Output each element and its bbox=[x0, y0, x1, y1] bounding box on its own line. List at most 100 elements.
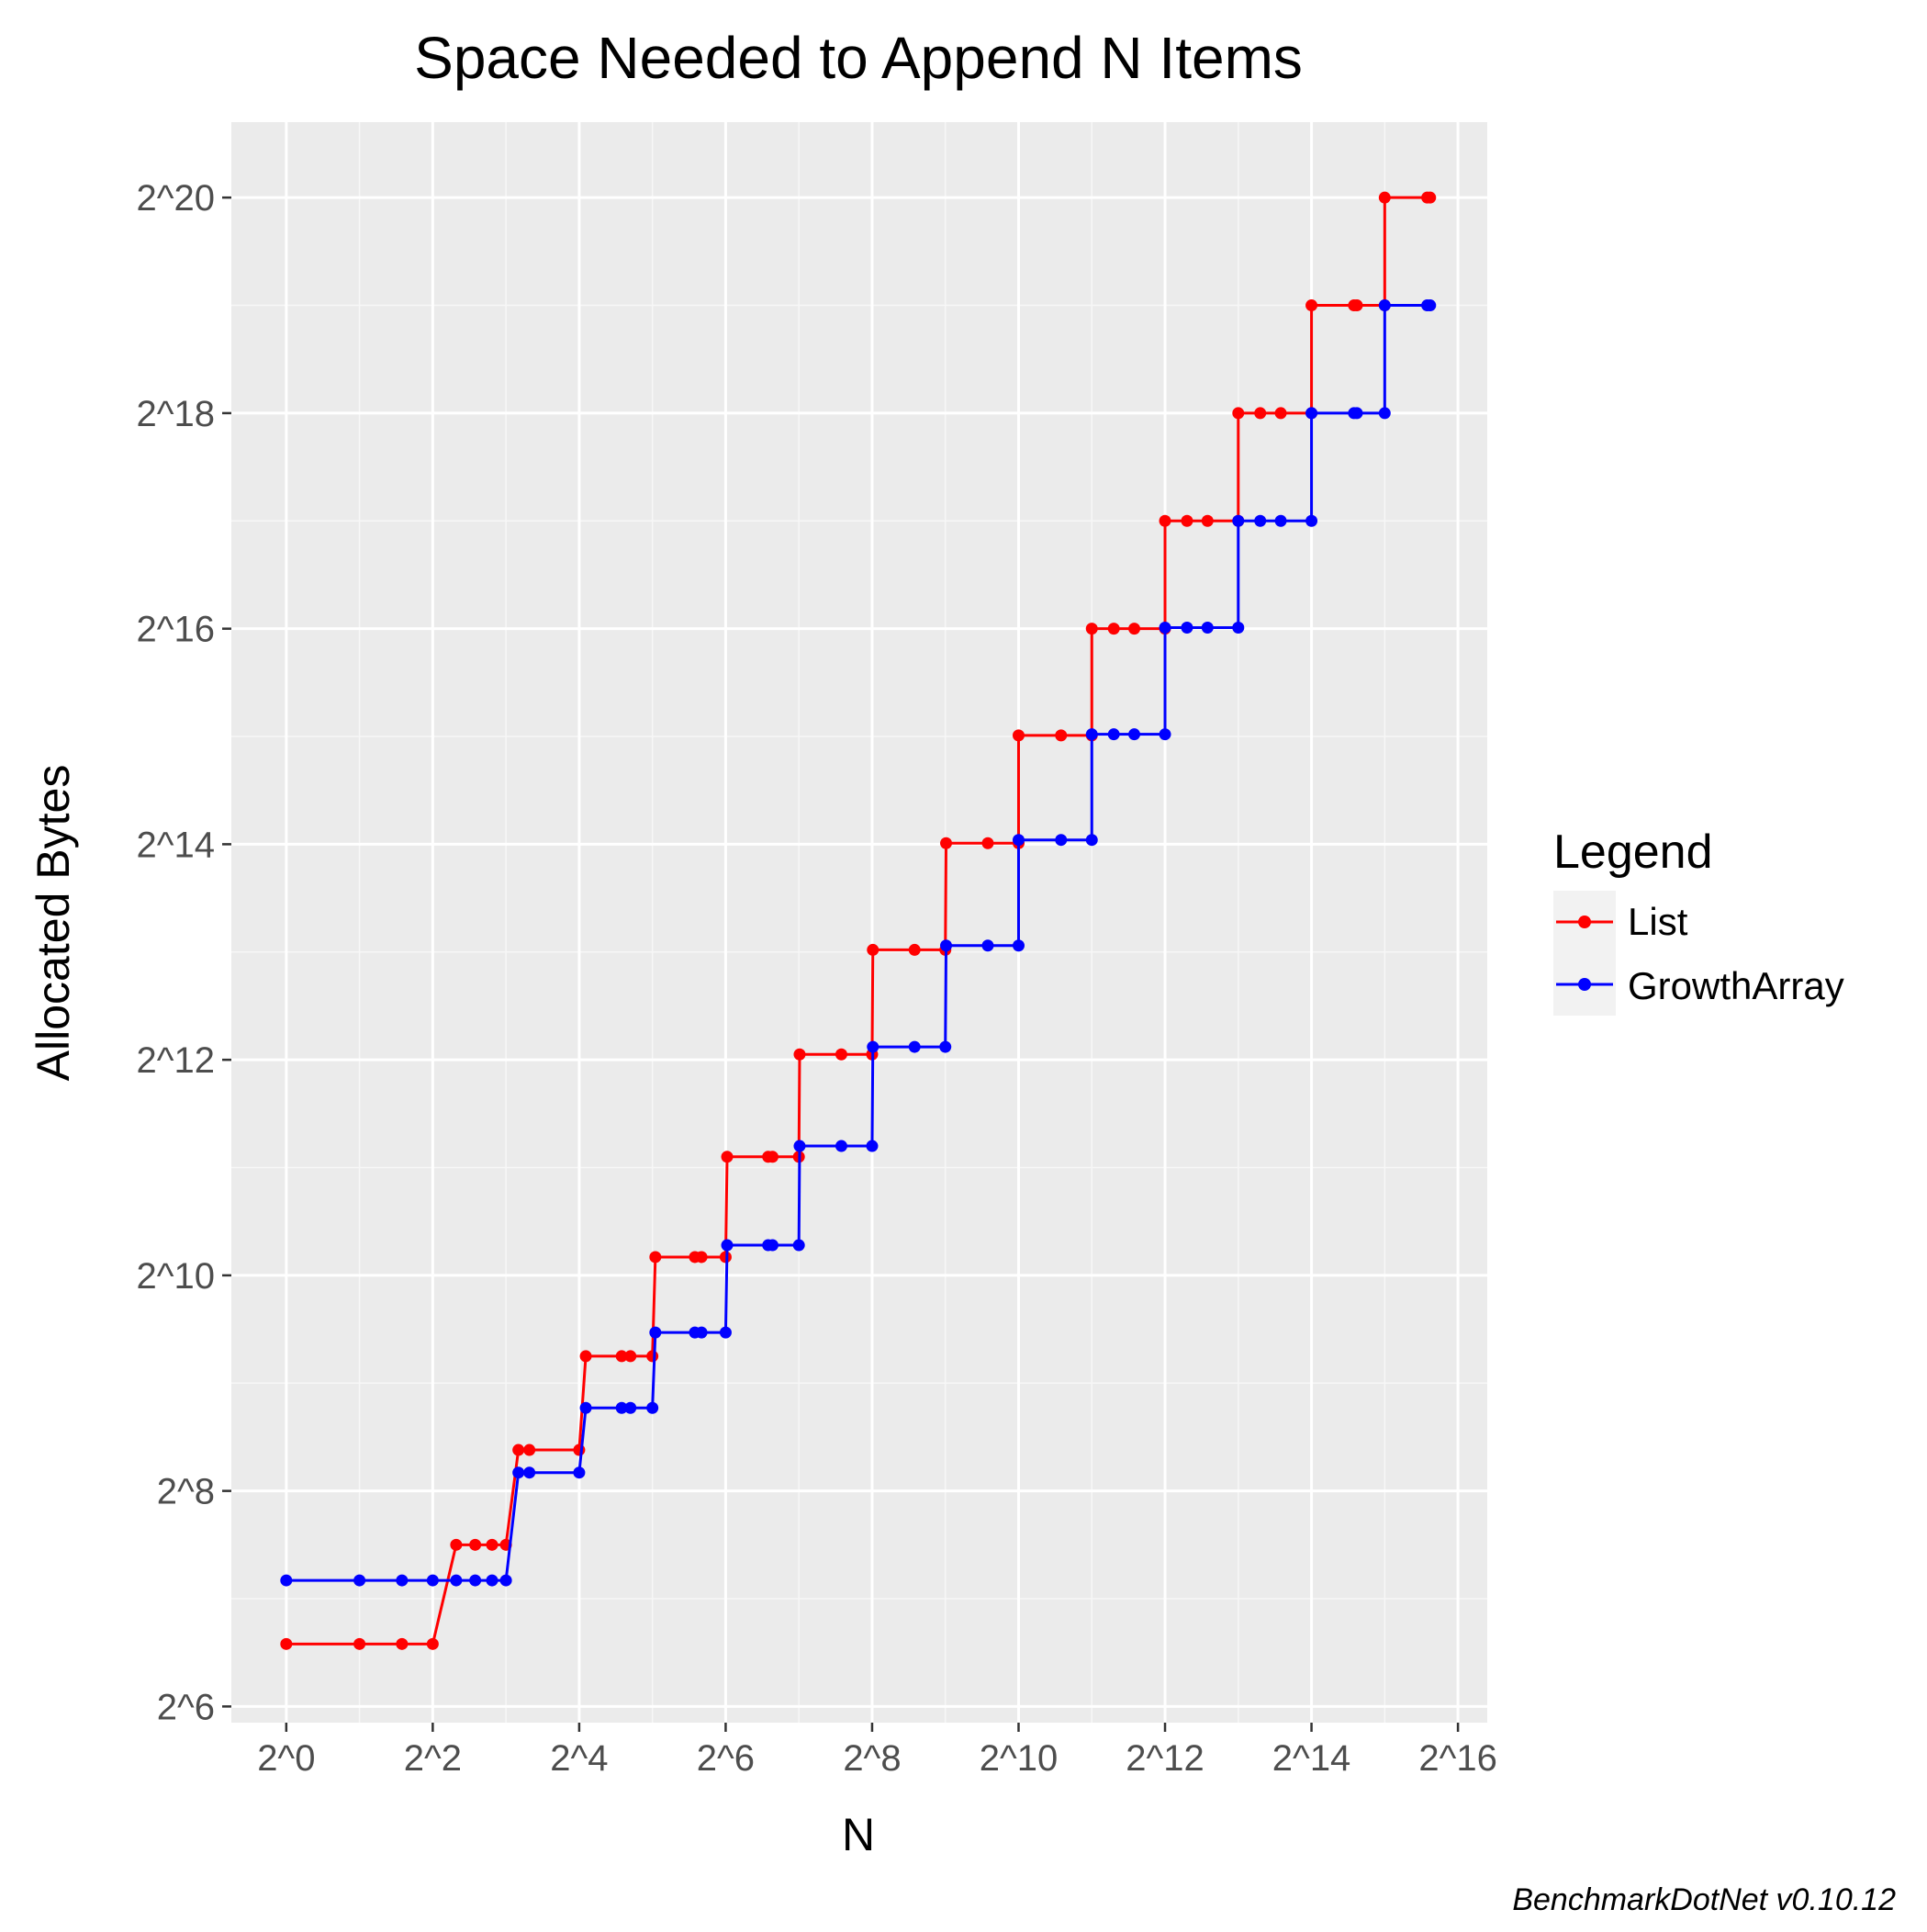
data-point-growtharray bbox=[615, 1401, 628, 1414]
legend-label-list: List bbox=[1628, 900, 1688, 943]
data-point-list bbox=[523, 1443, 536, 1456]
axis-layer: 2^0 2^2 2^4 2^6 2^8 2^10 2^12 2^14 2^16 2^6 2^8 2^1… bbox=[136, 178, 1496, 1779]
data-point-growtharray bbox=[1274, 514, 1287, 527]
data-point-growtharray bbox=[396, 1574, 409, 1587]
data-point-growtharray bbox=[1424, 299, 1437, 312]
data-point-growtharray bbox=[1012, 834, 1025, 847]
data-point-list bbox=[1350, 299, 1363, 312]
x-tick-label: 2^4 bbox=[550, 1738, 608, 1779]
plot-panel-layer bbox=[231, 122, 1487, 1723]
data-point-growtharray bbox=[1232, 621, 1245, 634]
plot-background bbox=[231, 122, 1487, 1723]
data-point-growtharray bbox=[981, 939, 994, 952]
data-point-growtharray bbox=[1128, 728, 1141, 741]
x-axis-title: N bbox=[842, 1809, 875, 1860]
data-point-growtharray bbox=[579, 1401, 592, 1414]
caption: BenchmarkDotNet v0.10.12 bbox=[1512, 1882, 1896, 1917]
data-point-growtharray bbox=[1159, 621, 1171, 634]
data-point-growtharray bbox=[793, 1140, 806, 1152]
data-point-list bbox=[646, 1350, 659, 1363]
data-point-list bbox=[1159, 514, 1171, 527]
y-tick-label: 2^6 bbox=[157, 1687, 215, 1727]
x-tick-label: 2^2 bbox=[404, 1738, 462, 1779]
y-tick-label: 2^12 bbox=[136, 1040, 215, 1081]
data-point-growtharray bbox=[486, 1574, 499, 1587]
data-point-growtharray bbox=[646, 1401, 659, 1414]
data-point-growtharray bbox=[1159, 728, 1171, 741]
data-point-list bbox=[766, 1151, 779, 1163]
legend-title: Legend bbox=[1553, 826, 1713, 879]
data-point-list bbox=[835, 1048, 847, 1061]
data-point-growtharray bbox=[1055, 834, 1068, 847]
data-point-list bbox=[1055, 729, 1068, 742]
legend: Legend List GrowthArray bbox=[1553, 826, 1844, 1016]
data-point-growtharray bbox=[1181, 621, 1193, 634]
data-point-growtharray bbox=[426, 1574, 439, 1587]
data-point-growtharray bbox=[1107, 728, 1120, 741]
data-point-list bbox=[940, 837, 953, 849]
chart-title: Space Needed to Append N Items bbox=[414, 25, 1303, 91]
data-point-growtharray bbox=[450, 1574, 463, 1587]
data-point-growtharray bbox=[280, 1574, 293, 1587]
data-point-growtharray bbox=[1378, 299, 1391, 312]
data-point-list bbox=[793, 1048, 806, 1061]
data-point-growtharray bbox=[792, 1239, 805, 1252]
x-tick-label: 2^0 bbox=[257, 1738, 315, 1779]
data-point-list bbox=[1424, 191, 1437, 204]
data-point-growtharray bbox=[499, 1574, 512, 1587]
data-point-list bbox=[1305, 299, 1318, 312]
data-point-list bbox=[695, 1251, 708, 1264]
data-point-list bbox=[486, 1538, 499, 1551]
legend-key-growtharray-point bbox=[1578, 978, 1591, 991]
x-tick-label: 2^6 bbox=[697, 1738, 755, 1779]
data-point-growtharray bbox=[573, 1466, 586, 1479]
data-point-growtharray bbox=[353, 1574, 366, 1587]
data-point-growtharray bbox=[469, 1574, 482, 1587]
data-point-growtharray bbox=[766, 1239, 779, 1252]
data-point-growtharray bbox=[624, 1401, 637, 1414]
data-point-growtharray bbox=[1305, 514, 1318, 527]
data-point-growtharray bbox=[721, 1239, 734, 1252]
data-point-growtharray bbox=[523, 1466, 536, 1479]
data-point-list bbox=[1085, 623, 1098, 635]
data-point-growtharray bbox=[940, 939, 953, 952]
data-point-growtharray bbox=[867, 1040, 879, 1053]
data-point-list bbox=[573, 1443, 586, 1456]
y-tick-label: 2^14 bbox=[136, 825, 215, 865]
data-point-list bbox=[1254, 407, 1267, 420]
x-tick-label: 2^8 bbox=[843, 1738, 901, 1779]
data-point-growtharray bbox=[1012, 939, 1025, 952]
data-point-list bbox=[512, 1443, 525, 1456]
data-point-growtharray bbox=[512, 1466, 525, 1479]
data-point-list bbox=[1107, 623, 1120, 635]
legend-key-list-point bbox=[1578, 915, 1591, 928]
data-point-growtharray bbox=[1350, 407, 1363, 420]
data-point-list bbox=[426, 1637, 439, 1650]
data-point-growtharray bbox=[1305, 407, 1318, 420]
data-point-list bbox=[908, 943, 921, 956]
series-layer bbox=[280, 191, 1437, 1650]
y-tick-label: 2^20 bbox=[136, 178, 215, 219]
data-point-list bbox=[396, 1637, 409, 1650]
data-point-list bbox=[721, 1151, 734, 1163]
data-point-growtharray bbox=[1085, 728, 1098, 741]
x-tick-label: 2^12 bbox=[1126, 1738, 1204, 1779]
y-axis-title: Allocated Bytes bbox=[28, 765, 79, 1082]
y-tick-label: 2^8 bbox=[157, 1472, 215, 1512]
data-point-growtharray bbox=[1085, 834, 1098, 847]
data-point-list bbox=[1181, 514, 1193, 527]
data-point-list bbox=[450, 1538, 463, 1551]
x-tick-label: 2^16 bbox=[1418, 1738, 1497, 1779]
data-point-list bbox=[649, 1251, 662, 1264]
data-point-growtharray bbox=[719, 1326, 732, 1339]
data-point-list bbox=[615, 1350, 628, 1363]
data-point-list bbox=[469, 1538, 482, 1551]
data-point-list bbox=[1201, 514, 1214, 527]
x-tick-label: 2^14 bbox=[1272, 1738, 1351, 1779]
data-point-list bbox=[1378, 191, 1391, 204]
data-point-growtharray bbox=[835, 1140, 847, 1152]
y-tick-label: 2^10 bbox=[136, 1256, 215, 1297]
data-point-list bbox=[624, 1350, 637, 1363]
